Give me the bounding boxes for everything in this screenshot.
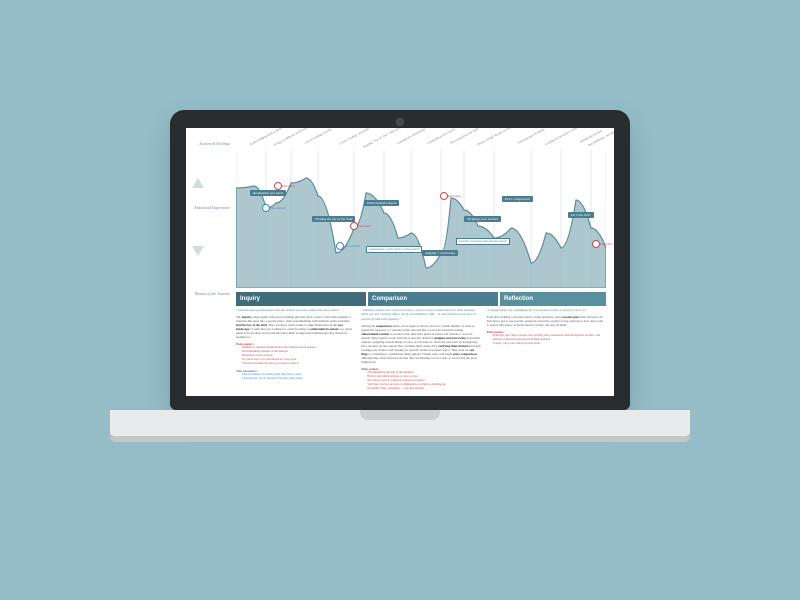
phase-quote: "I found some good options but the searc… [236, 308, 355, 312]
stage-pill: Realization of a need [250, 190, 286, 196]
phase-columns: "I found some good options but the searc… [236, 308, 606, 390]
emotion-high-icon [192, 178, 204, 188]
emotion-area-chart [236, 138, 606, 288]
lane-label-emotion: Emotional Experience [192, 206, 230, 210]
phase-quote: "I always keep the packaging for a long … [487, 308, 606, 312]
stage-pill: Editorialized content [364, 200, 399, 206]
stage-pill: Do I like this? [568, 212, 594, 218]
phase-column: "I always keep the packaging for a long … [487, 308, 606, 390]
pain-marker-icon [350, 222, 358, 230]
pain-marker-icon [440, 192, 448, 200]
laptop-screen: Actions & Feelings Emotional Experience … [186, 128, 614, 396]
phase-quote: "Amazon reviews are a great resource, bu… [361, 308, 480, 321]
pain-marker-icon [592, 240, 600, 248]
journey-map: Actions & Feelings Emotional Experience … [186, 128, 614, 396]
phase-header: Inquiry [236, 292, 366, 306]
lane-label-phases: Phases of the Journey [192, 292, 230, 296]
pain-points-list: Typically can't talk to people who actua… [493, 334, 606, 346]
marker-label: Pain point [448, 194, 461, 198]
phase-body: During the comparison phase, users begin… [361, 324, 480, 364]
marker-label: Aha moment! [344, 244, 360, 248]
base-underside [110, 436, 690, 442]
marker-label: Pain point [600, 242, 613, 246]
stage-pill: Verifying your instinct [464, 216, 501, 222]
marker-label: Pain point [282, 184, 295, 188]
phase-header: Comparison [368, 292, 498, 306]
trackpad-notch [360, 410, 440, 420]
laptop-base [110, 410, 690, 436]
emotion-low-icon [192, 246, 204, 256]
phase-body: The inquiry stage begins with users real… [236, 315, 355, 339]
scene: Actions & Feelings Emotional Experience … [0, 0, 800, 600]
phases-header-row: InquiryComparisonReflection [236, 292, 606, 306]
phase-column: "Amazon reviews are a great resource, bu… [361, 308, 480, 390]
marker-label: Pain point [358, 224, 371, 228]
aha-moments-list: The excitement of realizing that they ha… [242, 373, 355, 381]
stage-pill: Judging + narrowing [422, 250, 458, 256]
chart-area: Acknowledging need or desireTrying out d… [236, 138, 606, 288]
phase-header: Reflection [500, 292, 606, 306]
aha-marker-icon [336, 242, 344, 250]
stage-pill: Price comparison [502, 196, 533, 202]
phase-column: "I found some good options but the searc… [236, 308, 355, 390]
aha-marker-icon [262, 204, 270, 212]
phase-body: Even after making a decision about a lar… [487, 315, 606, 327]
stage-pill: Finding the lay of the land [312, 216, 355, 222]
laptop-frame: Actions & Feelings Emotional Experience … [170, 110, 630, 410]
callout-box: Just discovered best-fits. Restart searc… [456, 238, 510, 245]
pain-marker-icon [274, 182, 282, 190]
lane-label-actions: Actions & Feelings [192, 142, 230, 146]
callout-box: Learned new vocab; need to revise search [366, 246, 422, 253]
pain-points-list: Inability to translate initial desires i… [242, 346, 355, 365]
camera-dot [396, 118, 404, 126]
marker-label: Aha moment! [270, 206, 286, 210]
pain-points-list: Overwhelming amount of informationHard t… [367, 371, 480, 390]
